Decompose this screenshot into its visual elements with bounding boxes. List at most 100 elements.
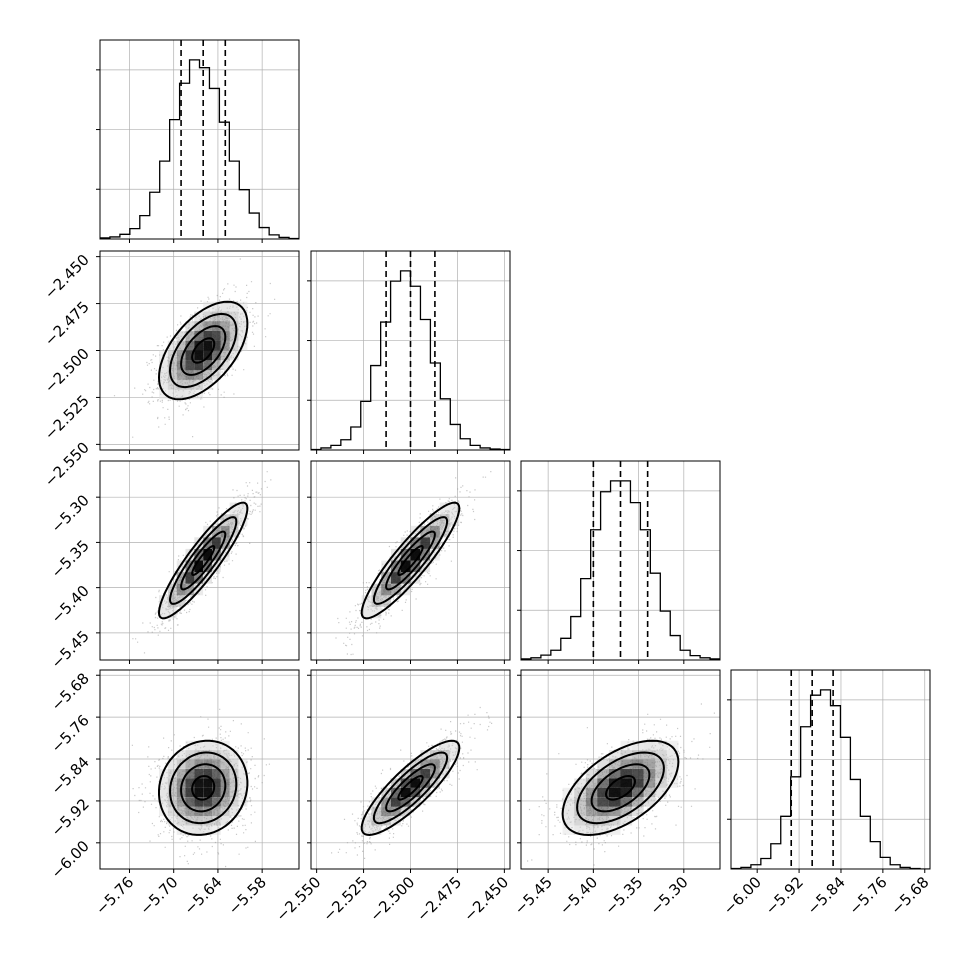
density-cell bbox=[400, 797, 411, 807]
density-cell bbox=[185, 759, 195, 769]
density-cell bbox=[574, 778, 586, 788]
density-cell bbox=[400, 560, 411, 573]
density-cell bbox=[220, 759, 230, 769]
contour-3 bbox=[360, 501, 461, 620]
density-cell bbox=[420, 525, 431, 538]
x-tick-label-3-1: −5.92 bbox=[762, 873, 807, 918]
panel-1-0 bbox=[100, 251, 299, 450]
x-tick-label-2-2: −5.35 bbox=[601, 873, 646, 918]
density-cell bbox=[238, 301, 248, 312]
density-cell bbox=[159, 778, 168, 788]
density-cell bbox=[238, 331, 248, 341]
histogram-1 bbox=[311, 270, 510, 450]
density-cell bbox=[220, 311, 230, 322]
density-cell bbox=[212, 340, 221, 351]
density-cell bbox=[220, 350, 230, 361]
density-cell bbox=[203, 548, 212, 561]
density-cell bbox=[212, 331, 221, 341]
x-tick-label-1-2: −2.500 bbox=[366, 873, 418, 925]
density-cell bbox=[608, 778, 621, 788]
density-cell bbox=[585, 825, 598, 835]
x-tick-label-3-2: −5.84 bbox=[804, 873, 849, 918]
density-cell bbox=[212, 301, 221, 312]
density-cell bbox=[449, 740, 460, 751]
contour-0 bbox=[604, 774, 637, 801]
density-cell bbox=[229, 321, 239, 331]
density-cell bbox=[655, 787, 667, 798]
density-cell bbox=[381, 797, 391, 807]
density-cell bbox=[185, 321, 195, 331]
density-cell bbox=[420, 537, 431, 549]
density-cell bbox=[562, 797, 575, 807]
density-cell bbox=[655, 740, 667, 751]
density-cell bbox=[159, 360, 168, 371]
x-tick-label-0-0: −5.76 bbox=[92, 873, 137, 918]
density-cell bbox=[666, 759, 679, 769]
density-cell bbox=[574, 787, 586, 798]
density-cell bbox=[632, 787, 644, 798]
density-cell bbox=[203, 825, 212, 835]
density-cell bbox=[194, 778, 204, 788]
density-cell bbox=[632, 740, 644, 751]
density-cell bbox=[439, 769, 450, 779]
x-tick-label-1-0: −2.550 bbox=[272, 873, 324, 925]
density-cell bbox=[608, 797, 621, 807]
density-cell bbox=[574, 816, 586, 826]
density-cell bbox=[167, 816, 177, 826]
density-cell bbox=[185, 778, 195, 788]
x-tick-label-2-0: −5.45 bbox=[511, 873, 556, 918]
density-cell bbox=[185, 548, 195, 561]
panel-frame-0-0 bbox=[99, 39, 300, 240]
density-cell bbox=[167, 759, 177, 769]
density-cell bbox=[597, 769, 609, 779]
y-tick-label-1-1: −2.525 bbox=[41, 392, 93, 444]
density-cell bbox=[371, 825, 382, 835]
density-cell bbox=[159, 787, 168, 798]
density-cell bbox=[655, 750, 667, 760]
histogram-3 bbox=[731, 689, 930, 869]
density-cell bbox=[203, 370, 212, 380]
density-cell bbox=[159, 379, 168, 390]
density-cell bbox=[229, 331, 239, 341]
density-cell bbox=[371, 595, 382, 607]
contour-2 bbox=[169, 751, 238, 825]
density-cell bbox=[203, 769, 212, 779]
density-cell bbox=[608, 750, 621, 760]
x-tick-label-1-4: −2.450 bbox=[460, 873, 512, 925]
density-cell bbox=[585, 778, 598, 788]
density-cell bbox=[185, 389, 195, 400]
density-cell bbox=[212, 370, 221, 380]
density-cell bbox=[597, 787, 609, 798]
panel-frame-2-2 bbox=[520, 460, 721, 661]
density-cell bbox=[176, 350, 186, 361]
density-cell bbox=[185, 583, 195, 596]
density-cell bbox=[666, 750, 679, 760]
density-cell bbox=[238, 514, 248, 526]
density-cell bbox=[167, 370, 177, 380]
density-cell bbox=[220, 360, 230, 371]
density-cell bbox=[381, 572, 391, 584]
density-cell bbox=[391, 806, 401, 817]
density-cell bbox=[666, 769, 679, 779]
density-cell bbox=[194, 759, 204, 769]
density-cell bbox=[203, 816, 212, 826]
density-cell bbox=[185, 787, 195, 798]
density-cell bbox=[159, 595, 168, 607]
density-cell bbox=[449, 514, 460, 526]
density-cell bbox=[203, 806, 212, 817]
density-cell bbox=[203, 350, 212, 361]
y-tick-label-1-3: −2.475 bbox=[41, 298, 93, 350]
density-cell bbox=[562, 825, 575, 835]
density-cell bbox=[220, 750, 230, 760]
density-cell bbox=[212, 816, 221, 826]
histogram-0 bbox=[100, 59, 299, 239]
density-cell bbox=[620, 797, 633, 807]
density-cell bbox=[391, 572, 401, 584]
y-tick-label-3-0: −6.00 bbox=[48, 837, 93, 882]
density-cell bbox=[439, 750, 450, 760]
density-cell bbox=[185, 350, 195, 361]
density-cell bbox=[632, 778, 644, 788]
y-tick-label-1-0: −2.550 bbox=[41, 438, 93, 490]
density-cell bbox=[391, 797, 401, 807]
density-cell bbox=[185, 806, 195, 817]
